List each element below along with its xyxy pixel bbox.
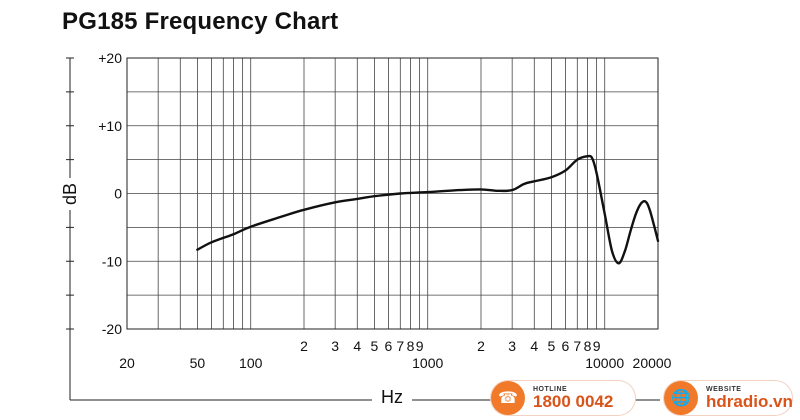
hotline-number: 1800 0042	[533, 391, 614, 411]
hotline-badge[interactable]: ☎ HOTLINE 1800 0042	[491, 381, 635, 415]
x-tick-label: 7	[396, 338, 404, 354]
x-tick-label: 5	[548, 338, 556, 354]
x-tick-label: 20000	[633, 355, 672, 371]
x-tick-label: 3	[331, 338, 339, 354]
x-axis-label: Hz	[381, 387, 403, 407]
x-tick-label: 2	[477, 338, 485, 354]
y-tick-label: 0	[114, 186, 122, 202]
website-url: hdradio.vn	[706, 391, 793, 411]
x-tick-label: 9	[593, 338, 601, 354]
x-tick-label: 6	[385, 338, 393, 354]
series-line-response	[196, 154, 660, 265]
x-tick-label: 4	[353, 338, 361, 354]
y-tick-label: -20	[102, 321, 122, 337]
x-tick-label: 6	[562, 338, 570, 354]
x-tick-label: 2	[300, 338, 308, 354]
x-tick-label: 100	[239, 355, 263, 371]
plot-frame	[126, 57, 659, 330]
globe-icon: 🌐	[664, 381, 698, 415]
chart-grid	[127, 58, 658, 329]
y-tick-label: +10	[98, 118, 122, 134]
x-tick-label: 8	[584, 338, 592, 354]
x-tick-label: 7	[573, 338, 581, 354]
x-tick-label: 3	[508, 338, 516, 354]
x-tick-label: 50	[190, 355, 206, 371]
y-tick-label: +20	[98, 50, 122, 66]
x-tick-label: 10000	[585, 355, 624, 371]
x-tick-labels-lower: 20 50 100 1000 10000 20000	[119, 355, 671, 371]
x-tick-label: 8	[407, 338, 415, 354]
x-tick-label: 9	[416, 338, 424, 354]
y-axis-label: dB	[60, 183, 80, 205]
x-tick-label: 20	[119, 355, 135, 371]
outer-axes	[66, 57, 660, 401]
hotline-label: HOTLINE	[533, 385, 568, 393]
website-badge[interactable]: 🌐 WEBSITE hdradio.vn	[664, 381, 793, 415]
phone-icon: ☎	[491, 381, 525, 415]
x-tick-label: 1000	[412, 355, 443, 371]
x-tick-label: 4	[530, 338, 538, 354]
chart-title: PG185 Frequency Chart	[62, 8, 339, 35]
website-label: WEBSITE	[706, 385, 742, 393]
y-tick-label: -10	[102, 253, 122, 269]
y-tick-labels: +20 +10 0 -10 -20	[98, 50, 122, 337]
x-axis-label-group: Hz	[372, 387, 412, 410]
x-tick-label: 5	[371, 338, 379, 354]
